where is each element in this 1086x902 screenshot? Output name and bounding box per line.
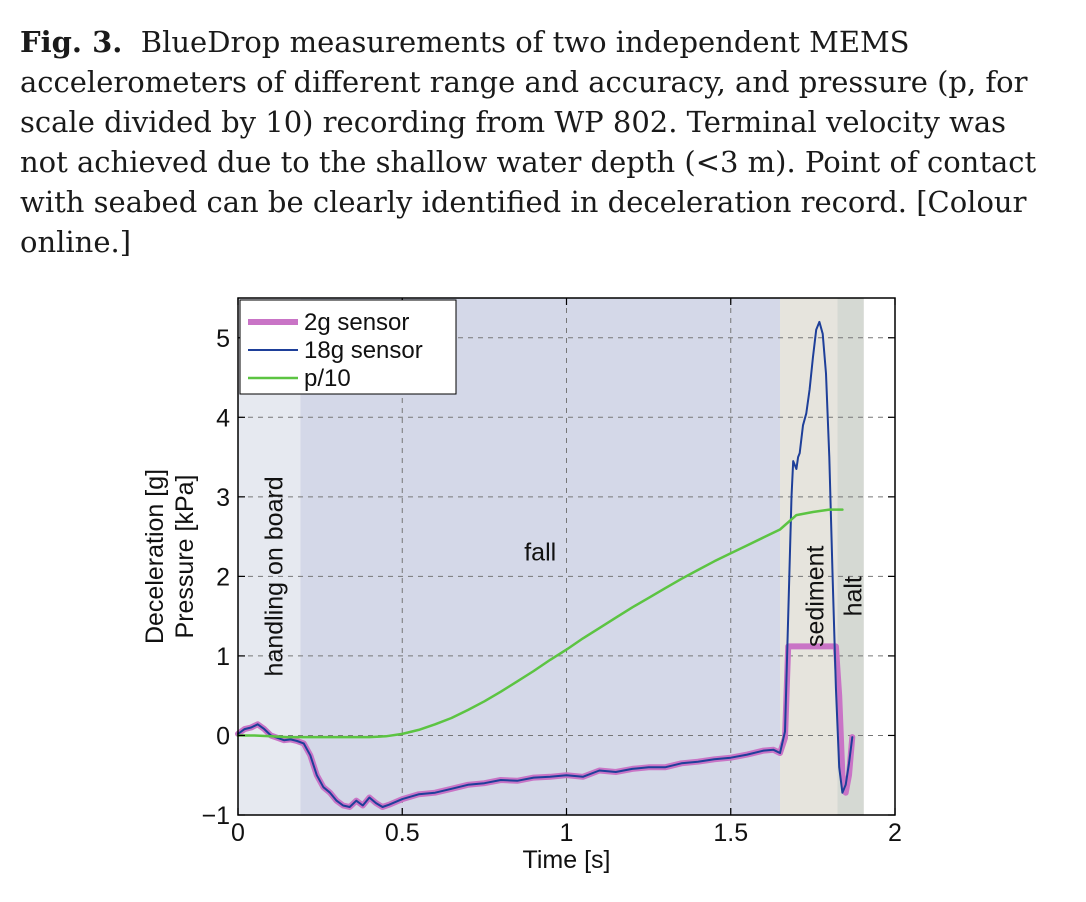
y-tick-label: 0 [216, 722, 230, 750]
grid-lines [238, 298, 895, 815]
y-tick-label: −1 [201, 802, 230, 830]
y-axis-label-pressure: Pressure [kPa] [171, 475, 199, 639]
data-series [235, 320, 856, 810]
region-labels: handling on board fall sediment halt [260, 476, 867, 676]
region-label-halt: halt [839, 576, 867, 616]
legend-label: 18g sensor [304, 337, 423, 364]
series-line-18g-sensor [237, 320, 854, 808]
y-tick-label: 5 [216, 325, 230, 353]
x-axis-label: Time [s] [523, 846, 611, 874]
x-tick-label: 0.5 [385, 819, 420, 847]
y-tick-label: 3 [216, 484, 230, 512]
x-tick-label: 2 [888, 819, 902, 847]
region-label-sediment: sediment [802, 546, 830, 647]
figure-caption-text: BlueDrop measurements of two independent… [20, 25, 1037, 259]
figure-caption: Fig. 3. BlueDrop measurements of two ind… [20, 22, 1060, 262]
region-label-fall: fall [524, 538, 556, 566]
region-label-handling-on-board: handling on board [260, 476, 288, 676]
y-tick-label: 1 [216, 643, 230, 671]
x-tick-label: 1 [560, 819, 574, 847]
y-tick-label: 2 [216, 563, 230, 591]
legend-label: p/10 [304, 365, 351, 392]
figure-label: Fig. 3. [20, 25, 123, 59]
axis-labels: Time [s] Deceleration [g] Pressure [kPa] [141, 469, 610, 874]
legend-label: 2g sensor [304, 309, 409, 336]
x-tick-label: 1.5 [713, 819, 748, 847]
series-line-p-10 [236, 508, 844, 739]
y-axis-label-deceleration: Deceleration [g] [141, 469, 169, 644]
y-tick-label: 4 [216, 404, 230, 432]
x-tick-label: 0 [231, 819, 245, 847]
